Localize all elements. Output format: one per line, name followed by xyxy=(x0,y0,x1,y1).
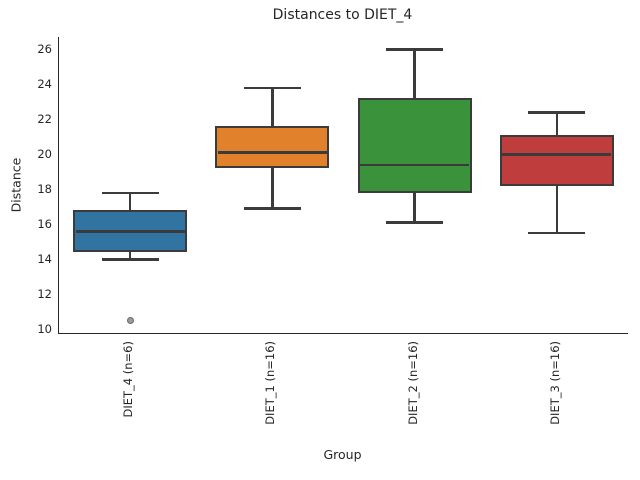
y-tick-label: 18 xyxy=(37,182,52,197)
y-tick-label: 12 xyxy=(37,287,52,302)
x-axis-label: Group xyxy=(323,447,362,462)
y-tick-label: 26 xyxy=(37,42,52,57)
whisker-cap-upper-diet_2 xyxy=(386,48,444,51)
outlier-point-diet_4 xyxy=(126,317,134,325)
whisker-lower-diet_3 xyxy=(555,185,559,234)
x-tick-label-diet_1: DIET_1 (n=16) xyxy=(263,341,278,425)
y-tick-label: 20 xyxy=(37,147,52,162)
whisker-lower-diet_4 xyxy=(128,252,132,260)
x-tick-label-diet_2: DIET_2 (n=16) xyxy=(405,341,420,425)
x-tick-label-diet_4: DIET_4 (n=6) xyxy=(121,341,136,418)
whisker-cap-lower-diet_4 xyxy=(101,258,159,261)
median-line-diet_1 xyxy=(217,151,327,154)
y-tick-label: 24 xyxy=(37,77,52,92)
whisker-upper-diet_3 xyxy=(555,112,559,136)
whisker-cap-lower-diet_3 xyxy=(528,231,586,235)
y-tick-label: 16 xyxy=(37,217,52,232)
whisker-lower-diet_1 xyxy=(271,168,274,209)
y-axis-label: Distance xyxy=(8,157,24,213)
whisker-lower-diet_2 xyxy=(413,192,416,223)
median-line-diet_4 xyxy=(75,230,185,233)
box-diet_2 xyxy=(357,98,472,193)
median-line-diet_2 xyxy=(360,163,470,167)
whisker-upper-diet_2 xyxy=(413,49,416,99)
y-tick-label: 22 xyxy=(37,112,52,127)
whisker-cap-upper-diet_4 xyxy=(101,191,159,195)
y-tick-label: 10 xyxy=(37,322,52,337)
whisker-upper-diet_1 xyxy=(271,87,274,127)
median-line-diet_3 xyxy=(502,153,612,156)
plot-area xyxy=(58,37,628,334)
whisker-upper-diet_4 xyxy=(128,192,132,211)
whisker-cap-lower-diet_2 xyxy=(386,221,444,224)
whisker-cap-lower-diet_1 xyxy=(243,207,301,210)
box-diet_3 xyxy=(499,135,614,186)
whisker-cap-upper-diet_3 xyxy=(528,111,586,114)
whisker-cap-upper-diet_1 xyxy=(243,86,301,90)
box-diet_1 xyxy=(215,126,330,169)
x-tick-label-diet_3: DIET_3 (n=16) xyxy=(547,341,562,425)
y-tick-label: 14 xyxy=(37,252,52,267)
chart-title: Distances to DIET_4 xyxy=(272,7,413,23)
